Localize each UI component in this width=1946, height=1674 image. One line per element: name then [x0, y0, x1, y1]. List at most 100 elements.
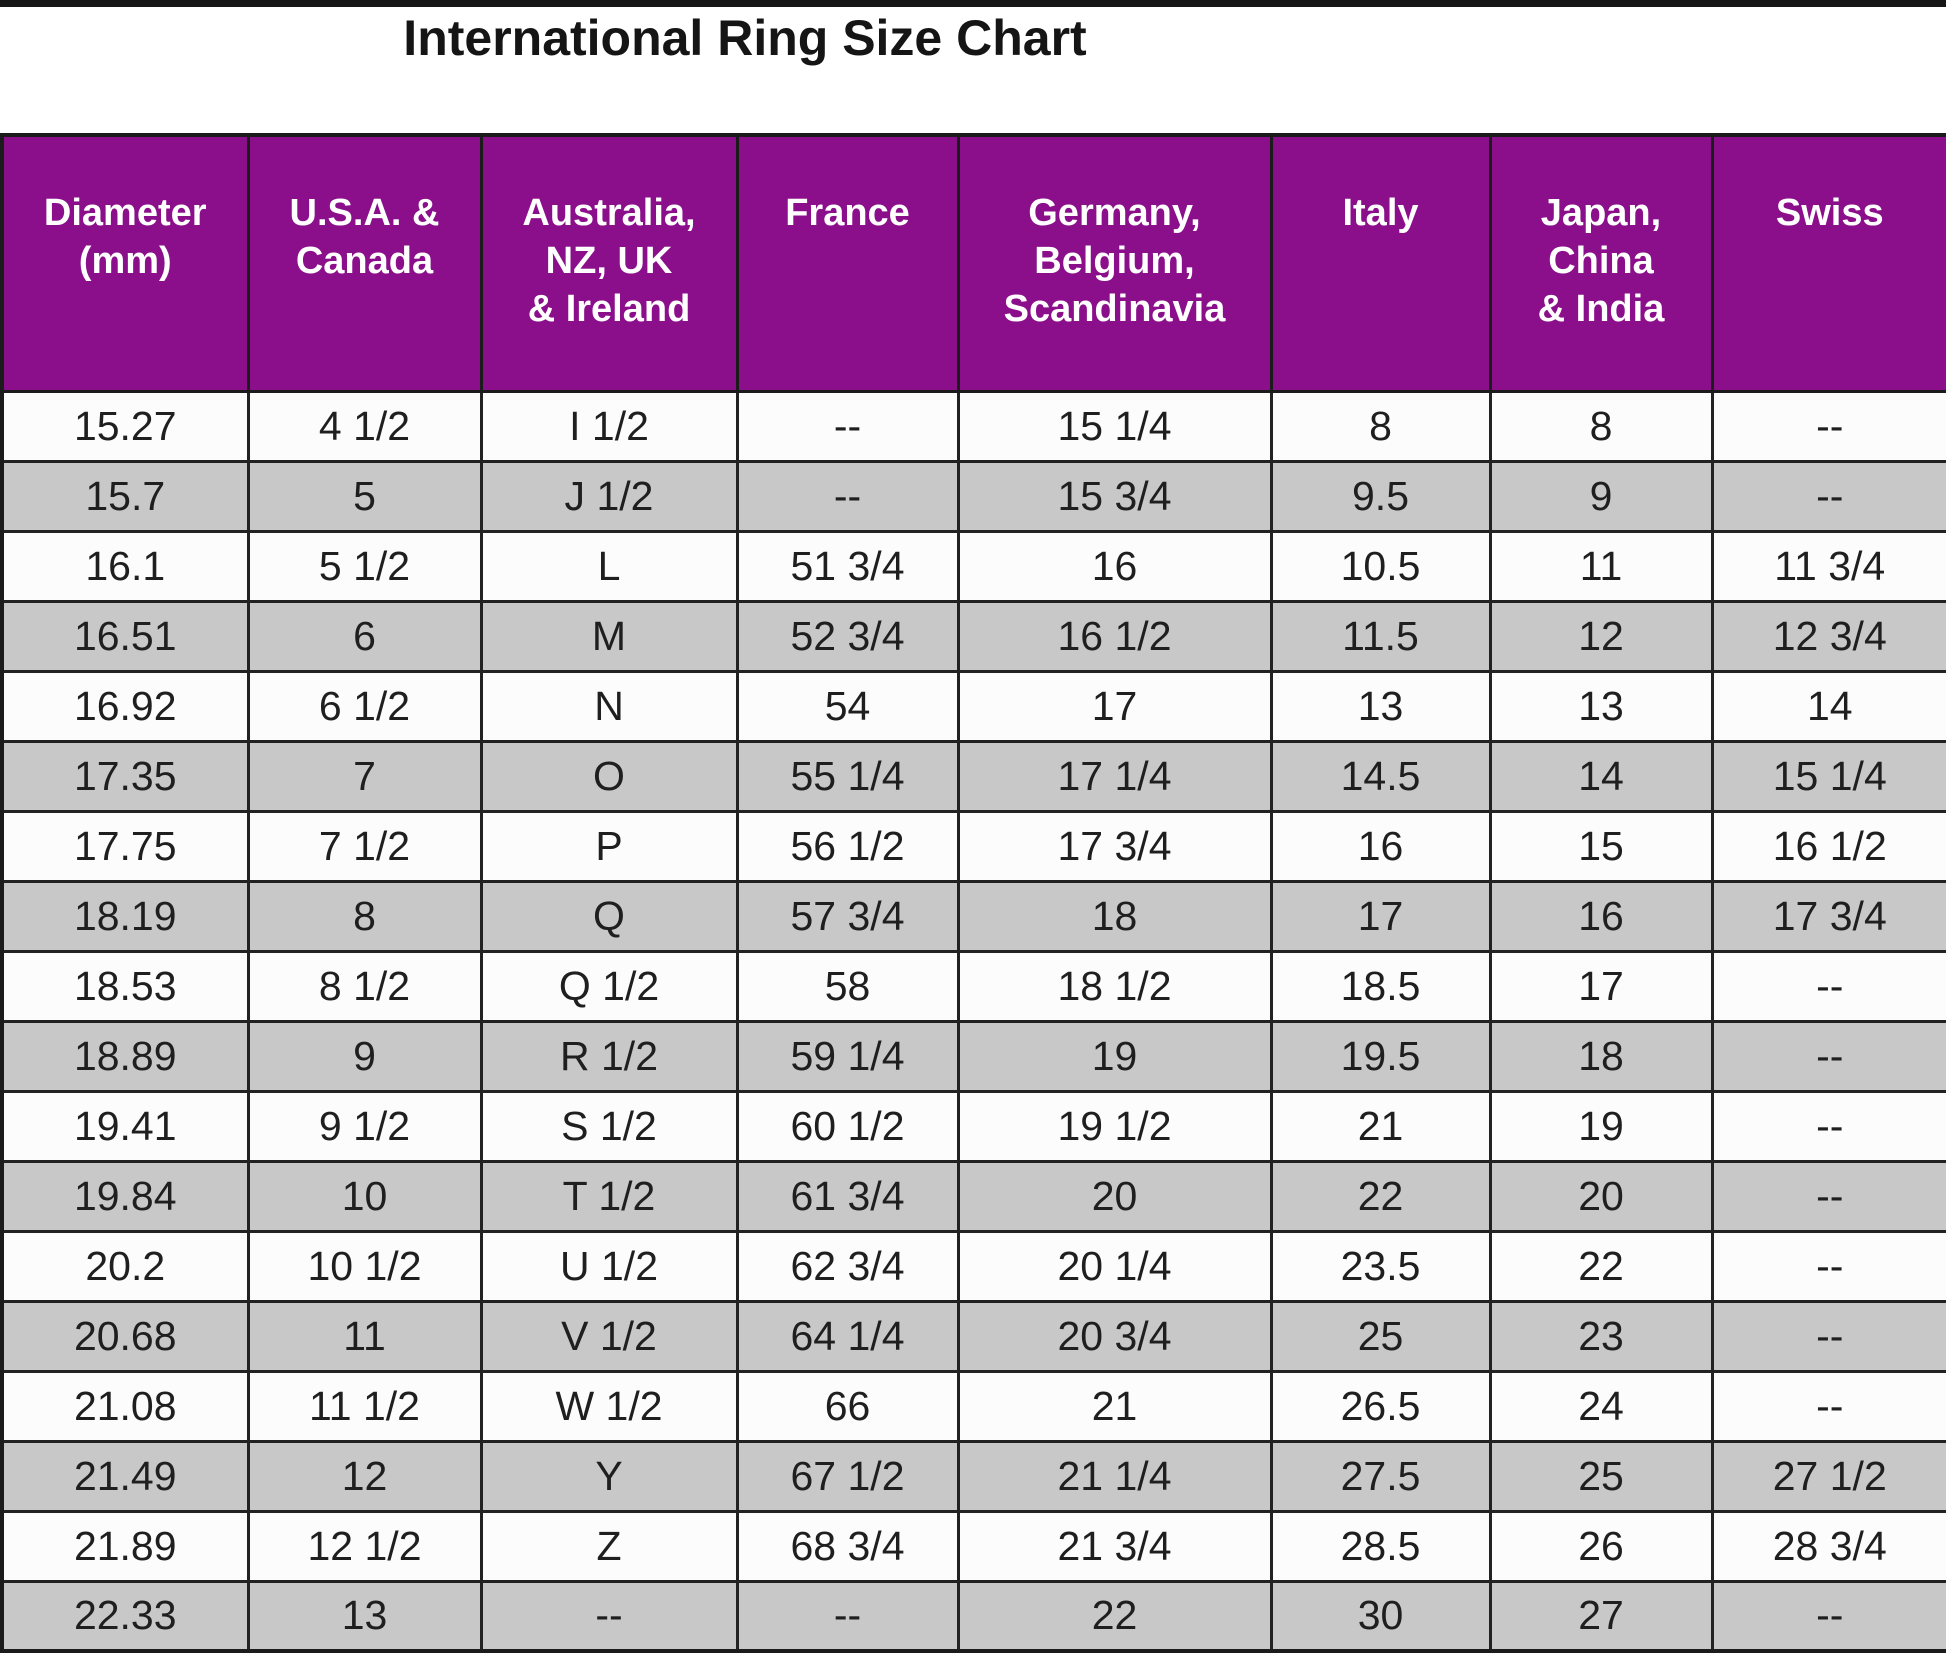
table-cell: 5 — [246, 459, 483, 533]
table-row: 21.89 12 1/2 Z 68 3/4 21 3/4 28.5 26 28 3/4 — [0, 1509, 1946, 1583]
header-cell-5: Germany, Belgium, Scandinavia — [956, 133, 1273, 393]
table-cell: W 1/2 — [479, 1369, 739, 1443]
table-cell: 21 — [1269, 1089, 1492, 1163]
table-cell: 19 — [1488, 1089, 1714, 1163]
table-cell: V 1/2 — [479, 1299, 739, 1373]
table-cell: 17 — [956, 669, 1273, 743]
table-cell: 11 — [1488, 529, 1714, 603]
table-cell: 19.5 — [1269, 1019, 1492, 1093]
table-cell: 20 — [956, 1159, 1273, 1233]
table-cell: 9 — [246, 1019, 483, 1093]
table-row: 20.68 11 V 1/2 64 1/4 20 3/4 25 23 -- — [0, 1299, 1946, 1373]
table-cell: 18 — [956, 879, 1273, 953]
table-row: 16.1 5 1/2 L 51 3/4 16 10.5 11 11 3/4 — [0, 529, 1946, 603]
table-cell: 12 1/2 — [246, 1509, 483, 1583]
table-cell: -- — [1710, 1159, 1946, 1233]
table-cell: 15.27 — [0, 389, 250, 463]
table-cell: 18.19 — [0, 879, 250, 953]
header-cell-2: U.S.A. & Canada — [246, 133, 483, 393]
table-cell: 20.68 — [0, 1299, 250, 1373]
table-cell: 12 3/4 — [1710, 599, 1946, 673]
table-cell: 57 3/4 — [735, 879, 960, 953]
table-cell: -- — [1710, 949, 1946, 1023]
table-cell: 17 3/4 — [956, 809, 1273, 883]
table-cell: M — [479, 599, 739, 673]
table-cell: 8 — [1488, 389, 1714, 463]
table-cell: 21 3/4 — [956, 1509, 1273, 1583]
table-cell: 18.53 — [0, 949, 250, 1023]
table-cell: 24 — [1488, 1369, 1714, 1443]
table-cell: 13 — [1488, 669, 1714, 743]
table-cell: 20 1/4 — [956, 1229, 1273, 1303]
table-cell: 16 1/2 — [1710, 809, 1946, 883]
table-cell: 5 1/2 — [246, 529, 483, 603]
table-cell: 16 — [956, 529, 1273, 603]
table-cell: 25 — [1269, 1299, 1492, 1373]
table-cell: 26 — [1488, 1509, 1714, 1583]
table-cell: 59 1/4 — [735, 1019, 960, 1093]
table-cell: 62 3/4 — [735, 1229, 960, 1303]
table-cell: 21.89 — [0, 1509, 250, 1583]
table-cell: 58 — [735, 949, 960, 1023]
table-row: 18.53 8 1/2 Q 1/2 58 18 1/2 18.5 17 -- — [0, 949, 1946, 1023]
table-cell: 10 1/2 — [246, 1229, 483, 1303]
table-cell: 9 — [1488, 459, 1714, 533]
table-row: 20.2 10 1/2 U 1/2 62 3/4 20 1/4 23.5 22 -- — [0, 1229, 1946, 1303]
table-cell: -- — [1710, 389, 1946, 463]
table-cell: 17 — [1269, 879, 1492, 953]
table-cell: 7 — [246, 739, 483, 813]
table-cell: 15 3/4 — [956, 459, 1273, 533]
table-cell: J 1/2 — [479, 459, 739, 533]
table-cell: 17.75 — [0, 809, 250, 883]
table-cell: 17.35 — [0, 739, 250, 813]
table-cell: Z — [479, 1509, 739, 1583]
table-cell: -- — [1710, 1229, 1946, 1303]
table-cell: 16 — [1488, 879, 1714, 953]
table-cell: 15 — [1488, 809, 1714, 883]
table-cell: I 1/2 — [479, 389, 739, 463]
table-body: 15.27 4 1/2 I 1/2 -- 15 1/4 8 8 -- 15.7 5 J 1/2 -- 1… — [0, 389, 1946, 1653]
table-cell: N — [479, 669, 739, 743]
table-row: 19.84 10 T 1/2 61 3/4 20 22 20 -- — [0, 1159, 1946, 1233]
table-cell: Q 1/2 — [479, 949, 739, 1023]
table-cell: -- — [1710, 1089, 1946, 1163]
table-cell: 20.2 — [0, 1229, 250, 1303]
table-cell: 14 — [1710, 669, 1946, 743]
table-cell: P — [479, 809, 739, 883]
table-cell: 30 — [1269, 1579, 1492, 1653]
table-cell: Q — [479, 879, 739, 953]
table-cell: 11 — [246, 1299, 483, 1373]
table-cell: -- — [735, 389, 960, 463]
table-cell: 4 1/2 — [246, 389, 483, 463]
table-cell: 16.1 — [0, 529, 250, 603]
table-row: 19.41 9 1/2 S 1/2 60 1/2 19 1/2 21 19 -- — [0, 1089, 1946, 1163]
table-cell: 18 1/2 — [956, 949, 1273, 1023]
table-cell: 28 3/4 — [1710, 1509, 1946, 1583]
table-cell: 14.5 — [1269, 739, 1492, 813]
table-cell: 22 — [956, 1579, 1273, 1653]
table-cell: 25 — [1488, 1439, 1714, 1513]
table-cell: 18.89 — [0, 1019, 250, 1093]
table-cell: 11.5 — [1269, 599, 1492, 673]
table-cell: 23.5 — [1269, 1229, 1492, 1303]
table-cell: 16.92 — [0, 669, 250, 743]
table-row: 21.49 12 Y 67 1/2 21 1/4 27.5 25 27 1/2 — [0, 1439, 1946, 1513]
table-cell: 18 — [1488, 1019, 1714, 1093]
table-cell: T 1/2 — [479, 1159, 739, 1233]
table-cell: 18.5 — [1269, 949, 1492, 1023]
table-cell: -- — [735, 459, 960, 533]
table-cell: -- — [1710, 1299, 1946, 1373]
table-cell: 7 1/2 — [246, 809, 483, 883]
table-cell: 56 1/2 — [735, 809, 960, 883]
table-cell: 20 — [1488, 1159, 1714, 1233]
table-cell: 8 — [1269, 389, 1492, 463]
table-cell: -- — [1710, 1369, 1946, 1443]
table-cell: 22 — [1269, 1159, 1492, 1233]
table-cell: -- — [1710, 1579, 1946, 1653]
table-cell: 11 1/2 — [246, 1369, 483, 1443]
table-cell: S 1/2 — [479, 1089, 739, 1163]
table-cell: 51 3/4 — [735, 529, 960, 603]
table-row: 18.19 8 Q 57 3/4 18 17 16 17 3/4 — [0, 879, 1946, 953]
table-cell: 19.84 — [0, 1159, 250, 1233]
table-cell: -- — [735, 1579, 960, 1653]
